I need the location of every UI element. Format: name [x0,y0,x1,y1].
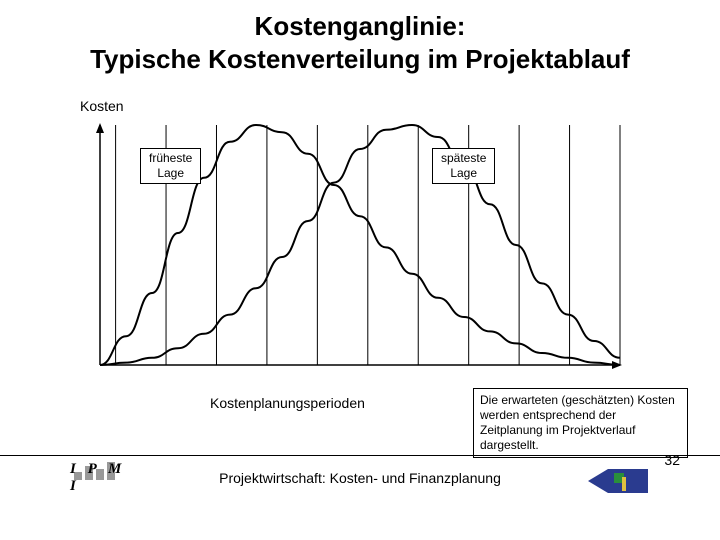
page-title: Kostenganglinie: Typische Kostenverteilu… [0,0,720,75]
early-curve-label: früheste Lage [140,148,201,184]
explanation-box: Die erwarteten (geschätzten) Kosten werd… [473,388,688,458]
divider [0,455,720,456]
x-axis-label: Kostenplanungsperioden [210,395,365,411]
title-line2: Typische Kostenverteilung im Projektabla… [90,44,630,74]
title-line1: Kostenganglinie: [255,11,466,41]
page-number: 32 [664,452,680,468]
right-logo-icon [588,465,648,497]
right-logo [588,465,648,497]
late-curve-label: späteste Lage [432,148,495,184]
cost-curve-chart: früheste Lage späteste Lage [90,120,630,380]
y-axis-label: Kosten [80,98,124,114]
